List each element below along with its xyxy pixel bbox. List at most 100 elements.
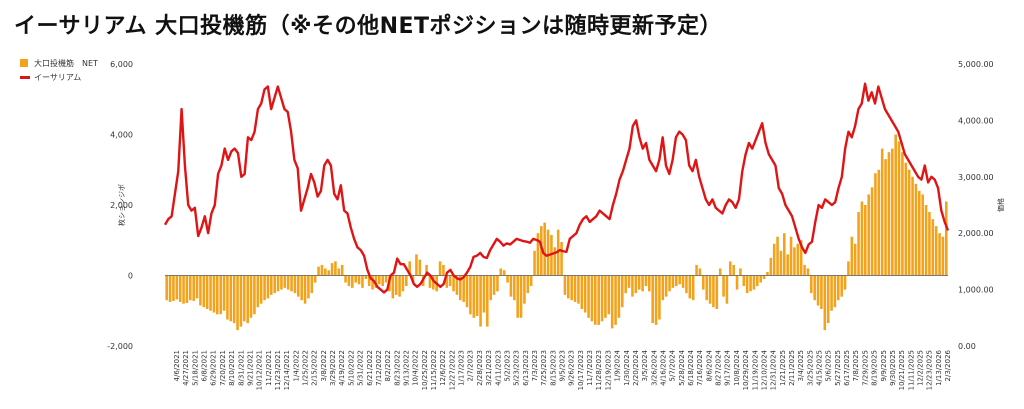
- bar: [587, 275, 590, 318]
- y-right-tick-label: 3,000.00: [958, 173, 994, 182]
- bar: [337, 268, 341, 276]
- x-tick-label: 1/4/2022: [292, 350, 300, 381]
- x-tick-label: 10/25/2022: [421, 350, 429, 390]
- bar: [864, 205, 867, 276]
- x-tick-label: 9/9/2025: [880, 350, 888, 381]
- bar: [283, 275, 287, 288]
- bar: [594, 275, 597, 325]
- bar: [617, 275, 621, 318]
- bar: [381, 275, 384, 287]
- bar: [307, 275, 310, 299]
- bar: [705, 275, 708, 301]
- bar: [290, 275, 293, 292]
- x-tick-label: 4/6/2021: [173, 350, 181, 381]
- bar: [604, 275, 607, 318]
- bar: [168, 275, 172, 302]
- x-tick-label: 7/20/2021: [219, 350, 227, 386]
- x-tick-label: 9/30/2025: [889, 350, 897, 386]
- bar: [286, 275, 290, 290]
- bar: [658, 275, 661, 320]
- legend-swatch-eth: [20, 75, 30, 79]
- bar: [621, 275, 624, 308]
- x-tick-label: 4/19/2022: [338, 350, 346, 386]
- bar: [202, 275, 206, 308]
- bar: [911, 176, 914, 276]
- legend-label-net: 大口投機筋 NET: [34, 58, 98, 68]
- legend-swatch-net: [20, 59, 28, 67]
- bar: [685, 275, 688, 294]
- bar: [516, 275, 519, 318]
- bar: [590, 275, 594, 322]
- bar: [199, 275, 202, 306]
- x-tick-label: 7/12/2022: [375, 350, 383, 386]
- bar: [563, 275, 567, 295]
- bar: [273, 275, 276, 294]
- bar: [938, 233, 941, 276]
- bar: [502, 270, 506, 276]
- bar: [772, 243, 776, 276]
- bar: [769, 257, 773, 276]
- bar: [222, 275, 226, 311]
- bar: [533, 250, 536, 276]
- bar: [519, 275, 523, 318]
- x-tick-label: 5/23/2023: [513, 350, 521, 386]
- bar: [877, 169, 881, 276]
- x-tick-label: 8/15/2023: [549, 350, 557, 386]
- bar: [648, 275, 651, 292]
- bar: [195, 275, 199, 299]
- bar: [394, 275, 398, 295]
- bar: [702, 275, 705, 290]
- x-tick-label: 2/28/2023: [476, 350, 484, 386]
- bar: [324, 268, 327, 276]
- bar: [573, 275, 577, 302]
- bar: [543, 222, 546, 276]
- bar: [165, 275, 168, 301]
- x-tick-label: 11/7/2023: [586, 350, 594, 386]
- x-tick-label: 3/25/2025: [806, 350, 814, 386]
- bar: [742, 275, 746, 287]
- bar: [837, 275, 840, 301]
- bar: [735, 275, 739, 290]
- bar: [745, 275, 749, 294]
- bar: [752, 275, 756, 290]
- bar: [779, 250, 783, 276]
- bar: [668, 275, 671, 292]
- x-tick-label: 12/19/2023: [604, 350, 612, 390]
- bar: [313, 275, 317, 283]
- x-tick-label: 9/21/2021: [246, 350, 254, 386]
- bar: [793, 247, 796, 276]
- bar: [918, 190, 921, 276]
- bar: [901, 152, 904, 276]
- x-tick-label: 7/16/2024: [696, 349, 704, 385]
- legend: 大口投機筋 NET イーサリアム: [20, 56, 98, 84]
- x-tick-label: 6/13/2023: [522, 350, 530, 386]
- bar: [371, 275, 374, 290]
- bar: [216, 275, 219, 315]
- bar: [226, 275, 229, 320]
- x-tick-label: 8/27/2024: [715, 349, 723, 385]
- bar: [486, 275, 489, 327]
- bar: [509, 275, 513, 297]
- bar: [266, 275, 270, 299]
- x-tick-label: 3/4/2025: [797, 350, 805, 381]
- bar: [698, 268, 702, 276]
- x-tick-label: 1/17/2023: [458, 350, 466, 386]
- bar: [651, 275, 654, 324]
- bar: [560, 242, 563, 276]
- bar: [691, 275, 695, 301]
- bar: [405, 275, 408, 287]
- bar: [205, 275, 209, 309]
- bar: [634, 275, 638, 294]
- x-tick-label: 5/18/2021: [191, 350, 199, 386]
- bar: [526, 275, 530, 294]
- bar: [631, 275, 634, 297]
- bar: [459, 275, 462, 301]
- bar: [718, 268, 722, 276]
- x-tick-label: 8/10/2021: [228, 350, 236, 386]
- bar: [192, 275, 195, 301]
- bar: [732, 264, 735, 276]
- bar: [870, 187, 874, 276]
- bar: [489, 275, 492, 301]
- bar: [492, 275, 496, 295]
- bar: [681, 275, 685, 288]
